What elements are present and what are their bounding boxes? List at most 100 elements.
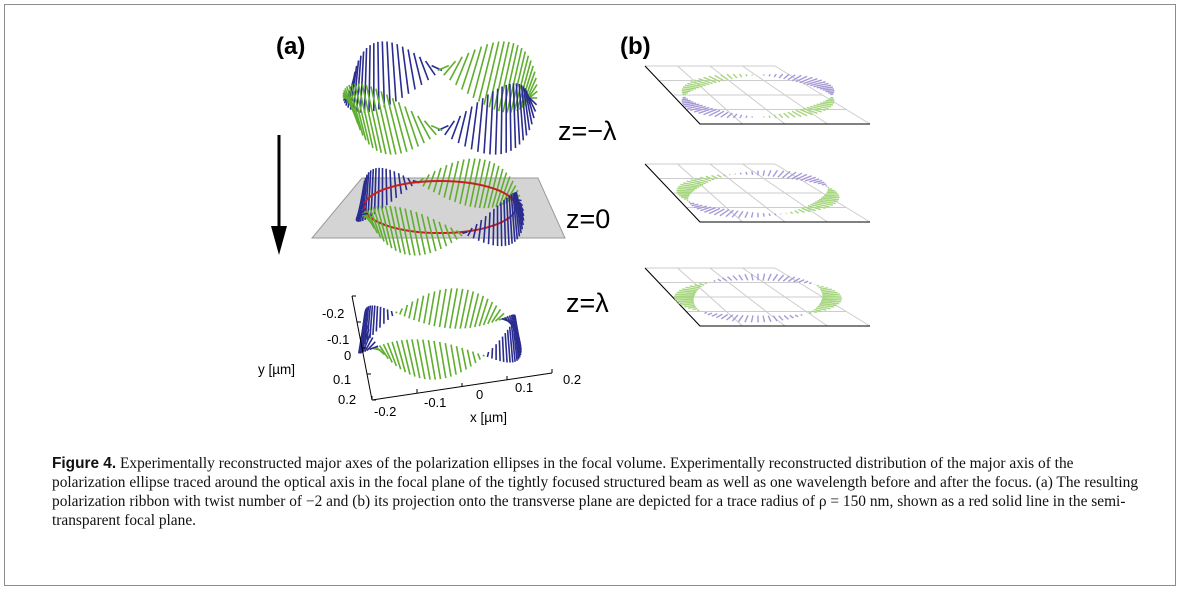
- projection-segment: [715, 313, 723, 319]
- projection-segment: [681, 288, 698, 292]
- plane-edge: [644, 267, 870, 327]
- ribbon-segment: [467, 227, 473, 237]
- x-tick-4: 0.2: [563, 372, 581, 387]
- y-tick-3: 0.1: [333, 372, 351, 387]
- ribbon-segment: [483, 163, 496, 209]
- projection-segment: [787, 74, 796, 81]
- projection-segment: [819, 287, 829, 290]
- projection-segment: [674, 295, 695, 298]
- caption-lead: Figure 4.: [52, 455, 117, 472]
- figure-frame: [4, 4, 1176, 586]
- projection-segment: [717, 278, 722, 282]
- projection-segment: [794, 314, 799, 318]
- projection-segment: [820, 301, 840, 305]
- ribbon-segment: [385, 94, 403, 154]
- projection-segment: [738, 274, 744, 281]
- projection-segment: [825, 90, 835, 93]
- ribbon-segment: [510, 51, 527, 113]
- projection-segment: [745, 115, 748, 119]
- projection-segment: [705, 175, 715, 181]
- projection-segment: [708, 207, 721, 215]
- ribbon-segment: [397, 173, 403, 195]
- projection-segment: [687, 82, 703, 88]
- ribbon-segment: [466, 46, 483, 95]
- projection-segment: [817, 200, 836, 205]
- ribbon-segment: [404, 208, 416, 256]
- projection-segment: [804, 206, 816, 212]
- ribbon-segment: [444, 120, 456, 136]
- projection-segment: [814, 201, 833, 206]
- ribbon-segment: [444, 342, 452, 377]
- ribbon-segment: [422, 339, 431, 380]
- projection-segment: [803, 107, 818, 114]
- projection-segment: [711, 174, 718, 180]
- y-tick-2: 0: [344, 348, 351, 363]
- projection-segment: [768, 115, 771, 119]
- ribbon-segment: [385, 168, 388, 206]
- projection-segment: [787, 276, 796, 283]
- projection-segment: [711, 313, 718, 317]
- ribbon-segment: [516, 60, 532, 112]
- projection-segment: [813, 308, 822, 312]
- x-tick-2: 0: [476, 387, 483, 402]
- ribbon-segment: [498, 340, 501, 362]
- projection-segment: [678, 185, 697, 190]
- ribbon-segment: [491, 348, 494, 359]
- projection-segment: [822, 295, 842, 298]
- ribbon-segment: [487, 212, 491, 245]
- projection-segment: [683, 182, 702, 187]
- grid-line: [742, 267, 828, 327]
- projection-segment: [782, 275, 790, 282]
- ribbon-segment: [472, 43, 489, 99]
- projection-segment: [692, 307, 698, 311]
- projection-segment: [782, 170, 791, 179]
- ribbon-segment: [494, 88, 499, 155]
- ribbon-segment: [514, 192, 522, 234]
- ribbon-segment: [424, 60, 436, 76]
- projection-segment: [813, 104, 829, 110]
- ribbon-segment: [359, 325, 369, 354]
- ribbon-segment: [369, 345, 379, 351]
- projection-segment: [818, 304, 835, 308]
- ribbon-segment: [460, 49, 476, 90]
- projection-segment: [767, 273, 772, 281]
- ribbon-segment: [364, 337, 374, 353]
- projection-segment: [696, 205, 707, 210]
- ribbon-segment: [459, 158, 471, 205]
- ribbon-segment: [454, 288, 464, 329]
- ribbon-segment: [515, 192, 524, 230]
- ribbon-segment: [501, 336, 505, 362]
- projection-segment: [725, 209, 734, 218]
- projection-segment: [816, 84, 832, 89]
- projection-segment: [726, 112, 733, 119]
- ribbon-segment: [409, 209, 421, 256]
- ribbon-segment: [389, 169, 393, 202]
- ribbon-segment: [408, 301, 414, 319]
- projection-segment: [704, 282, 708, 285]
- ribbon-segment: [450, 344, 457, 375]
- ribbon-segment: [510, 194, 516, 242]
- projection-segment: [817, 305, 831, 310]
- ribbon-segment: [506, 329, 511, 363]
- projection-segment: [679, 289, 697, 294]
- panel-b-projections: [644, 65, 871, 327]
- projection-segment: [762, 212, 765, 217]
- projection-segment: [820, 288, 832, 292]
- panel-a-ribbons: [342, 41, 538, 353]
- ribbon-segment: [520, 84, 528, 136]
- ribbon-segment: [449, 288, 458, 329]
- ribbon-segment: [510, 323, 516, 362]
- projection-segment: [777, 170, 785, 178]
- projection-segment: [698, 107, 713, 114]
- projection-segment: [822, 293, 840, 296]
- projection-segment: [803, 280, 809, 284]
- projection-plane: [644, 65, 871, 125]
- ribbon-segment: [477, 42, 495, 102]
- projection-segment: [795, 75, 808, 83]
- ribbon-segment: [512, 321, 518, 361]
- ribbon-segment: [483, 94, 489, 154]
- projection-segment: [818, 285, 824, 289]
- projection-segment: [690, 105, 706, 111]
- projection-segment: [785, 212, 788, 215]
- projection-segment: [681, 99, 691, 102]
